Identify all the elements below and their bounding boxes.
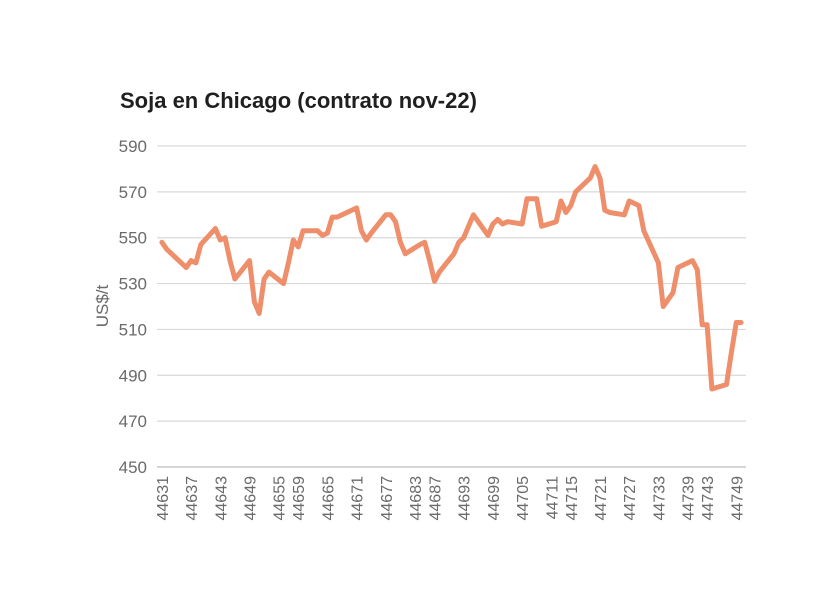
x-tick-label: 44671 [350,476,367,521]
x-tick-label: 44721 [593,476,610,521]
y-tick-label: 570 [119,183,147,202]
x-tick-label: 44733 [651,476,668,521]
x-tick-label: 44693 [457,476,474,521]
x-tick-label: 44643 [213,476,230,521]
x-tick-label: 44659 [291,476,308,521]
x-tick-label: 44637 [184,476,201,521]
x-tick-label: 44631 [155,476,172,521]
y-tick-label: 490 [119,366,147,385]
x-tick-label: 44665 [320,476,337,521]
x-tick-labels: 44631 44637 44643 44649 44655 44659 44665 44671… [155,476,746,521]
y-axis-label: US$/t [93,284,112,327]
x-tick-label: 44683 [408,476,425,521]
x-tick-label: 44687 [427,476,444,521]
x-tick-label: 44715 [564,476,581,521]
y-tick-labels: 450 470 490 510 530 550 570 590 [119,137,147,477]
x-tick-label: 44699 [486,476,503,521]
x-tick-label: 44727 [622,476,639,521]
x-tick-label: 44743 [700,476,717,521]
x-tick-label: 44739 [681,476,698,521]
y-tick-label: 470 [119,412,147,431]
chart-title: Soja en Chicago (contrato nov-22) [120,88,477,113]
y-tick-label: 510 [119,320,147,339]
y-tick-label: 530 [119,275,147,294]
x-tick-label: 44705 [515,476,532,521]
x-tick-label: 44655 [272,476,289,521]
y-tick-label: 590 [119,137,147,156]
x-tick-label: 44749 [729,476,746,521]
x-tick-label: 44677 [379,476,396,521]
series-line [159,164,744,392]
x-tick-label: 44649 [242,476,259,521]
grid-lines [157,145,746,468]
y-tick-label: 450 [119,458,147,477]
y-tick-label: 550 [119,229,147,248]
x-tick-label: 44711 [544,476,561,519]
